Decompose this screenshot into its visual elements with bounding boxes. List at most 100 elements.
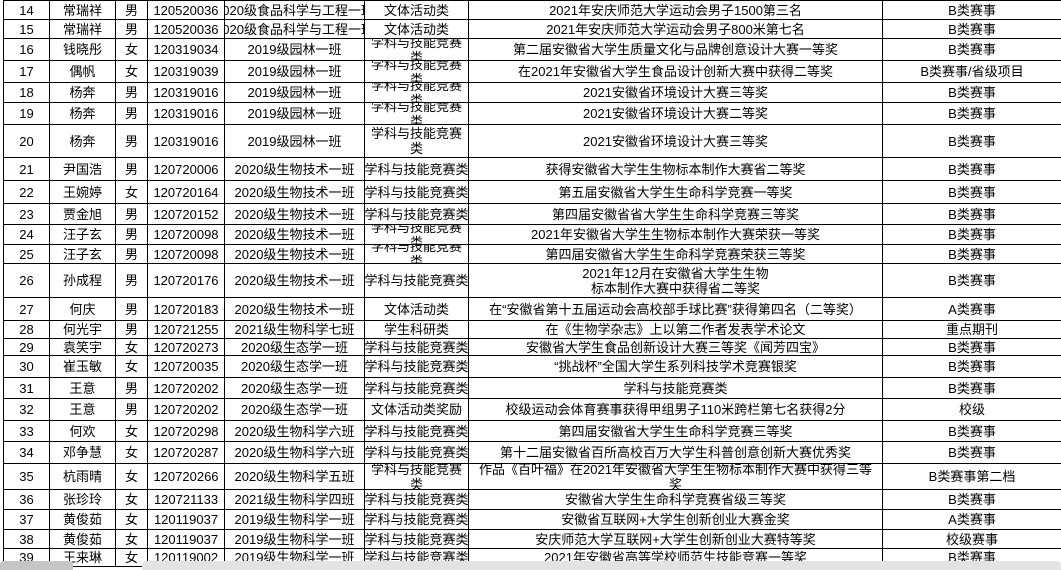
class-cell[interactable]: 2020级生态学一班 xyxy=(225,378,365,399)
award-cell[interactable]: 2021安徽省环境设计大赛三等奖 xyxy=(469,83,883,103)
name-cell[interactable]: 邓争慧 xyxy=(50,442,116,464)
level-cell[interactable]: B类赛事 xyxy=(883,83,1061,103)
student-id-cell[interactable]: 120720152 xyxy=(148,204,225,225)
level-cell[interactable]: B类赛事 xyxy=(883,421,1061,442)
gender-cell[interactable]: 男 xyxy=(116,204,148,225)
category-cell[interactable]: 学科与技能竞赛类 xyxy=(365,490,469,510)
row-number-cell[interactable]: 36 xyxy=(4,490,50,510)
name-cell[interactable]: 黄俊茹 xyxy=(50,510,116,530)
name-cell[interactable]: 杨奔 xyxy=(50,103,116,125)
gender-cell[interactable]: 男 xyxy=(116,298,148,321)
award-cell[interactable]: 第二届安徽省大学生质量文化与品牌创意设计大赛一等奖 xyxy=(469,39,883,61)
class-cell[interactable]: 2020级生物技术一班 xyxy=(225,204,365,225)
level-cell[interactable]: A类赛事 xyxy=(883,510,1061,530)
student-id-cell[interactable]: 120720164 xyxy=(148,181,225,204)
category-cell[interactable]: 文体活动类 xyxy=(365,298,469,321)
student-id-cell[interactable]: 120319016 xyxy=(148,103,225,125)
gender-cell[interactable]: 女 xyxy=(116,464,148,490)
category-cell[interactable]: 学科与技能竞赛类 xyxy=(365,181,469,204)
gender-cell[interactable]: 男 xyxy=(116,378,148,399)
award-cell[interactable]: 2021年安庆师范大学运动会男子1500第三名 xyxy=(469,1,883,20)
gender-cell[interactable]: 男 xyxy=(116,20,148,39)
name-cell[interactable]: 张珍玲 xyxy=(50,490,116,510)
gender-cell[interactable]: 女 xyxy=(116,530,148,549)
level-cell[interactable]: B类赛事 xyxy=(883,245,1061,264)
class-cell[interactable]: 2021级生物科学四班 xyxy=(225,490,365,510)
row-number-cell[interactable]: 20 xyxy=(4,125,50,158)
name-cell[interactable]: 常瑞祥 xyxy=(50,20,116,39)
row-number-cell[interactable]: 25 xyxy=(4,245,50,264)
level-cell[interactable]: B类赛事 xyxy=(883,1,1061,20)
award-cell[interactable]: 安徽省大学生食品创新设计大赛三等奖《闻芳四宝》 xyxy=(469,339,883,356)
gender-cell[interactable]: 男 xyxy=(116,158,148,181)
name-cell[interactable]: 何欢 xyxy=(50,421,116,442)
category-cell[interactable]: 文体活动类 xyxy=(365,20,469,39)
class-cell[interactable]: 2020级生态学一班 xyxy=(225,399,365,421)
name-cell[interactable]: 袁笑宇 xyxy=(50,339,116,356)
row-number-cell[interactable]: 14 xyxy=(4,1,50,20)
student-id-cell[interactable]: 120720298 xyxy=(148,421,225,442)
level-cell[interactable]: B类赛事 xyxy=(883,103,1061,125)
class-cell[interactable]: 2020级生物技术一班 xyxy=(225,181,365,204)
gender-cell[interactable]: 女 xyxy=(116,490,148,510)
category-cell[interactable]: 学科与技能竞赛类 xyxy=(365,61,469,83)
level-cell[interactable]: B类赛事 xyxy=(883,39,1061,61)
student-id-cell[interactable]: 120119037 xyxy=(148,530,225,549)
category-cell[interactable]: 学科与技能竞赛类 xyxy=(365,125,469,158)
category-cell[interactable]: 学科与技能竞赛类 xyxy=(365,264,469,298)
student-id-cell[interactable]: 120720176 xyxy=(148,264,225,298)
name-cell[interactable]: 杭雨晴 xyxy=(50,464,116,490)
level-cell[interactable]: B类赛事 xyxy=(883,225,1061,245)
class-cell[interactable]: 2019级园林一班 xyxy=(225,83,365,103)
class-cell[interactable]: 2020级生物技术一班 xyxy=(225,298,365,321)
class-cell[interactable]: 2020级生物技术一班 xyxy=(225,225,365,245)
row-number-cell[interactable]: 37 xyxy=(4,510,50,530)
student-id-cell[interactable]: 120720202 xyxy=(148,378,225,399)
student-id-cell[interactable]: 120720098 xyxy=(148,245,225,264)
class-cell[interactable]: 2019级生物科学一班 xyxy=(225,510,365,530)
row-number-cell[interactable]: 22 xyxy=(4,181,50,204)
student-id-cell[interactable]: 120720273 xyxy=(148,339,225,356)
class-cell[interactable]: 2019级园林一班 xyxy=(225,125,365,158)
row-number-cell[interactable]: 17 xyxy=(4,61,50,83)
student-id-cell[interactable]: 120721133 xyxy=(148,490,225,510)
award-cell[interactable]: 获得安徽省大学生生物标本制作大赛省二等奖 xyxy=(469,158,883,181)
class-cell[interactable]: 2020级食品科学与工程一班 xyxy=(225,1,365,20)
gender-cell[interactable]: 女 xyxy=(116,39,148,61)
gender-cell[interactable]: 女 xyxy=(116,442,148,464)
row-number-cell[interactable]: 32 xyxy=(4,399,50,421)
name-cell[interactable]: 常瑞祥 xyxy=(50,1,116,20)
class-cell[interactable]: 2019级园林一班 xyxy=(225,61,365,83)
gender-cell[interactable]: 女 xyxy=(116,510,148,530)
level-cell[interactable]: B类赛事 xyxy=(883,442,1061,464)
class-cell[interactable]: 2019级园林一班 xyxy=(225,103,365,125)
category-cell[interactable]: 学科与技能竞赛类 xyxy=(365,245,469,264)
award-cell[interactable]: 2021安徽省环境设计大赛三等奖 xyxy=(469,125,883,158)
name-cell[interactable]: 孙成程 xyxy=(50,264,116,298)
level-cell[interactable]: B类赛事 xyxy=(883,181,1061,204)
name-cell[interactable]: 偶帆 xyxy=(50,61,116,83)
gender-cell[interactable]: 男 xyxy=(116,125,148,158)
name-cell[interactable]: 王婉婷 xyxy=(50,181,116,204)
level-cell[interactable]: B类赛事 xyxy=(883,204,1061,225)
name-cell[interactable]: 汪子玄 xyxy=(50,225,116,245)
category-cell[interactable]: 学科与技能竞赛类 xyxy=(365,510,469,530)
award-cell[interactable]: 2021年12月在安徽省大学生生物 标本制作大赛中获得省二等奖 xyxy=(469,264,883,298)
award-cell[interactable]: 第四届安徽省大学生生命科学竞赛三等奖 xyxy=(469,421,883,442)
student-id-cell[interactable]: 120720183 xyxy=(148,298,225,321)
award-cell[interactable]: “挑战杯”全国大学生系列科技学术竞赛银奖 xyxy=(469,356,883,378)
gender-cell[interactable]: 男 xyxy=(116,1,148,20)
category-cell[interactable]: 学科与技能竞赛类 xyxy=(365,204,469,225)
row-number-cell[interactable]: 31 xyxy=(4,378,50,399)
award-cell[interactable]: 第十二届安徽省百所高校百万大学生科普创意创新大赛优秀奖 xyxy=(469,442,883,464)
student-id-cell[interactable]: 120720035 xyxy=(148,356,225,378)
level-cell[interactable]: B类赛事 xyxy=(883,356,1061,378)
category-cell[interactable]: 学科与技能竞赛类 xyxy=(365,339,469,356)
award-cell[interactable]: 安徽省大学生生命科学竞赛省级三等奖 xyxy=(469,490,883,510)
award-cell[interactable]: 2021年安徽省大学生生物标本制作大赛荣获一等奖 xyxy=(469,225,883,245)
bottom-bar-right-segment[interactable] xyxy=(142,561,1061,570)
name-cell[interactable]: 钱晓彤 xyxy=(50,39,116,61)
level-cell[interactable]: B类赛事 xyxy=(883,20,1061,39)
row-number-cell[interactable]: 35 xyxy=(4,464,50,490)
category-cell[interactable]: 学生科研类 xyxy=(365,321,469,339)
